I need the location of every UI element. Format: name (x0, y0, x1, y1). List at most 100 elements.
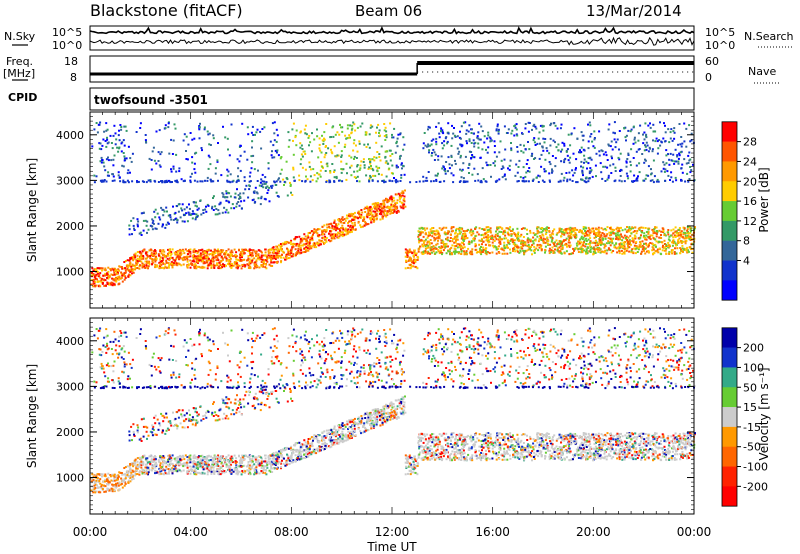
scatter-point (239, 251, 242, 254)
scatter-point (317, 242, 320, 245)
scatter-point (454, 232, 456, 235)
scatter-point (429, 234, 432, 237)
scatter-point (468, 124, 471, 127)
scatter-point (687, 154, 690, 157)
scatter-point (575, 242, 578, 245)
scatter-point (327, 239, 330, 242)
scatter-point (549, 180, 551, 183)
scatter-point (435, 230, 438, 233)
scatter-point (521, 241, 524, 244)
scatter-point (537, 231, 540, 233)
scatter-point (674, 148, 677, 151)
scatter-point (583, 154, 586, 157)
scatter-point (373, 217, 376, 220)
scatter-point (609, 237, 612, 240)
scatter-point (389, 196, 392, 199)
scatter-point (381, 207, 384, 210)
scatter-point (474, 179, 477, 182)
scatter-point (235, 181, 238, 184)
scatter-point (277, 256, 280, 259)
scatter-point (294, 136, 297, 139)
scatter-point (496, 235, 499, 237)
scatter-point (195, 267, 198, 270)
scatter-point (183, 179, 186, 182)
scatter-point (487, 146, 490, 149)
scatter-point (551, 246, 554, 249)
scatter-point (122, 267, 125, 270)
scatter-point (287, 131, 290, 134)
scatter-point (563, 239, 565, 242)
scatter-point (657, 147, 660, 150)
scatter-point (337, 223, 340, 226)
scatter-point (385, 134, 388, 136)
scatter-point (249, 249, 252, 251)
scatter-point (581, 172, 584, 175)
scatter-point (261, 173, 264, 176)
scatter-point (624, 247, 627, 250)
scatter-point (144, 260, 147, 263)
scatter-point (582, 228, 585, 230)
scatter-point (634, 179, 637, 182)
scatter-point (356, 164, 359, 166)
scatter-point (510, 233, 513, 236)
scatter-point (341, 231, 344, 234)
scatter-point (96, 278, 98, 281)
scatter-point (266, 185, 269, 188)
scatter-point (355, 144, 357, 147)
scatter-point (289, 185, 292, 187)
scatter-point (569, 230, 572, 233)
scatter-point (568, 241, 571, 244)
scatter-point (460, 176, 463, 179)
scatter-point (363, 143, 366, 146)
scatter-point (311, 239, 314, 242)
scatter-point (592, 250, 595, 253)
scatter-point (346, 124, 349, 127)
scatter-point (631, 237, 634, 240)
scatter-point (170, 263, 173, 266)
scatter-point (645, 133, 648, 136)
scatter-point (494, 235, 497, 238)
scatter-point (579, 229, 582, 232)
scatter-point (337, 231, 340, 234)
scatter-point (468, 150, 471, 153)
scatter-point (251, 251, 254, 254)
scatter-point (493, 151, 496, 154)
scatter-point (522, 242, 525, 245)
scatter-point (187, 143, 190, 146)
scatter-point (602, 165, 605, 168)
scatter-point (463, 236, 466, 239)
scatter-point (167, 126, 170, 129)
scatter-point (364, 206, 367, 209)
scatter-point (338, 218, 341, 220)
scatter-point (595, 232, 598, 234)
scatter-point (239, 169, 242, 172)
scatter-point (154, 252, 157, 255)
scatter-point (122, 139, 125, 142)
scatter-point (532, 242, 535, 245)
scatter-point (160, 266, 162, 269)
scatter-point (251, 125, 254, 128)
scatter-point (594, 244, 597, 247)
scatter-point (353, 221, 356, 224)
scatter-point (600, 171, 603, 174)
scatter-point (495, 230, 497, 233)
scatter-point (402, 164, 405, 167)
scatter-point (273, 257, 276, 260)
scatter-point (515, 128, 518, 131)
scatter-point (261, 180, 264, 183)
scatter-point (671, 139, 674, 142)
scatter-point (108, 174, 110, 177)
scatter-point (247, 196, 250, 199)
scatter-point (437, 249, 440, 252)
scatter-point (584, 229, 586, 232)
scatter-point (588, 121, 591, 124)
scatter-point (639, 243, 642, 245)
scatter-point (209, 178, 212, 181)
scatter-point (580, 231, 583, 234)
scatter-point (469, 230, 472, 233)
scatter-point (152, 146, 155, 149)
scatter-point (326, 226, 329, 229)
scatter-point (241, 264, 244, 266)
scatter-point (189, 181, 192, 184)
scatter-point (687, 249, 690, 252)
